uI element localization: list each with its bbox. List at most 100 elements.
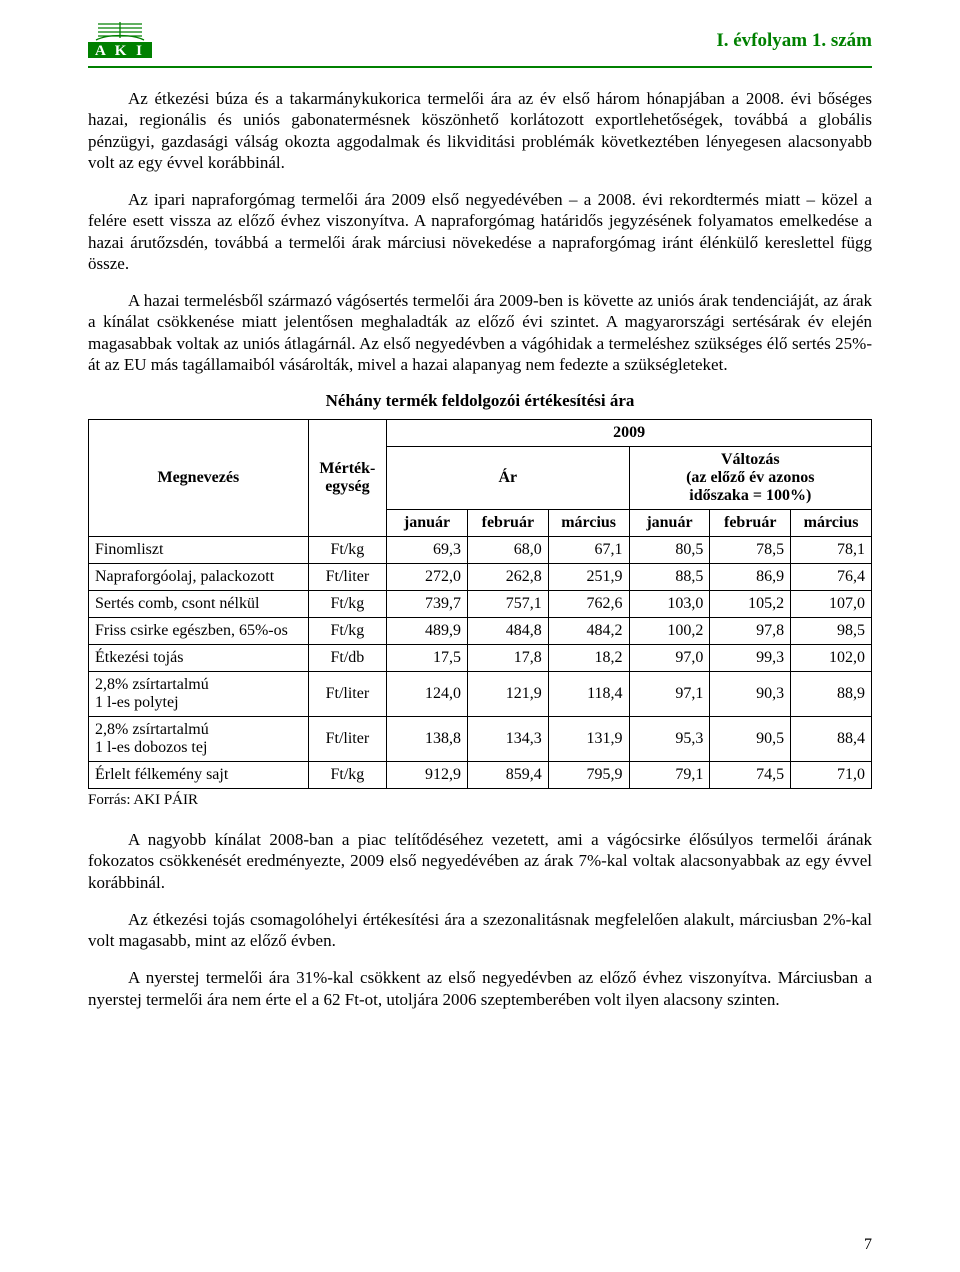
row-value: 71,0 [791,762,872,789]
th-price-feb: február [467,510,548,537]
row-value: 67,1 [548,537,629,564]
row-name: Étkezési tojás [89,645,309,672]
row-value: 262,8 [467,564,548,591]
row-value: 17,8 [467,645,548,672]
row-value: 795,9 [548,762,629,789]
row-unit: Ft/kg [308,537,386,564]
row-value: 484,2 [548,618,629,645]
row-value: 251,9 [548,564,629,591]
row-value: 762,6 [548,591,629,618]
row-unit: Ft/kg [308,618,386,645]
logo-text: A K I [95,43,145,58]
table-row: Napraforgóolaj, palackozottFt/liter272,0… [89,564,872,591]
row-value: 88,4 [791,717,872,762]
row-name: Érlelt félkemény sajt [89,762,309,789]
row-value: 18,2 [548,645,629,672]
row-unit: Ft/kg [308,591,386,618]
paragraph-1: Az étkezési búza és a takarmánykukorica … [88,88,872,173]
table-row: 2,8% zsírtartalmú 1 l-es polytejFt/liter… [89,672,872,717]
row-value: 88,5 [629,564,710,591]
paragraph-2: Az ipari napraforgómag termelői ára 2009… [88,189,872,274]
row-value: 74,5 [710,762,791,789]
th-change: Változás (az előző év azonos időszaka = … [629,447,871,510]
table-row: FinomlisztFt/kg69,368,067,180,578,578,1 [89,537,872,564]
row-unit: Ft/db [308,645,386,672]
table-row: Friss csirke egészben, 65%-osFt/kg489,94… [89,618,872,645]
row-value: 17,5 [387,645,468,672]
table-row: Étkezési tojásFt/db17,517,818,297,099,31… [89,645,872,672]
paragraph-5: Az étkezési tojás csomagolóhelyi értékes… [88,909,872,952]
th-name: Megnevezés [89,420,309,537]
row-value: 138,8 [387,717,468,762]
row-name: 2,8% zsírtartalmú 1 l-es polytej [89,672,309,717]
row-value: 97,1 [629,672,710,717]
row-value: 100,2 [629,618,710,645]
th-change-feb: február [710,510,791,537]
row-value: 68,0 [467,537,548,564]
page-header-title: I. évfolyam 1. szám [716,30,872,52]
row-value: 78,5 [710,537,791,564]
row-unit: Ft/liter [308,564,386,591]
row-value: 86,9 [710,564,791,591]
row-value: 90,5 [710,717,791,762]
th-change-mar: március [791,510,872,537]
table-row: Érlelt félkemény sajtFt/kg912,9859,4795,… [89,762,872,789]
row-value: 134,3 [467,717,548,762]
paragraph-6: A nyerstej termelői ára 31%-kal csökkent… [88,967,872,1010]
row-value: 88,9 [791,672,872,717]
row-value: 102,0 [791,645,872,672]
row-value: 90,3 [710,672,791,717]
page: A K I I. évfolyam 1. szám Az étkezési bú… [0,0,960,1272]
row-name: Sertés comb, csont nélkül [89,591,309,618]
row-value: 107,0 [791,591,872,618]
row-value: 99,3 [710,645,791,672]
table-header-row-1: Megnevezés Mérték-egység 2009 [89,420,872,447]
table-title: Néhány termék feldolgozói értékesítési á… [88,391,872,411]
row-name: Friss csirke egészben, 65%-os [89,618,309,645]
table-row: Sertés comb, csont nélkülFt/kg739,7757,1… [89,591,872,618]
row-value: 97,0 [629,645,710,672]
row-value: 124,0 [387,672,468,717]
row-value: 103,0 [629,591,710,618]
row-value: 79,1 [629,762,710,789]
row-value: 105,2 [710,591,791,618]
table-row: 2,8% zsírtartalmú 1 l-es dobozos tejFt/l… [89,717,872,762]
row-value: 739,7 [387,591,468,618]
row-name: Finomliszt [89,537,309,564]
page-number: 7 [864,1236,872,1254]
row-value: 95,3 [629,717,710,762]
row-value: 97,8 [710,618,791,645]
row-value: 131,9 [548,717,629,762]
row-value: 859,4 [467,762,548,789]
header-bar: A K I I. évfolyam 1. szám [88,20,872,62]
row-value: 757,1 [467,591,548,618]
row-value: 484,8 [467,618,548,645]
row-value: 272,0 [387,564,468,591]
row-unit: Ft/liter [308,672,386,717]
row-unit: Ft/kg [308,762,386,789]
aki-logo: A K I [88,20,152,58]
row-value: 76,4 [791,564,872,591]
th-price: Ár [387,447,629,510]
row-name: Napraforgóolaj, palackozott [89,564,309,591]
th-price-jan: január [387,510,468,537]
row-value: 121,9 [467,672,548,717]
row-value: 80,5 [629,537,710,564]
row-unit: Ft/liter [308,717,386,762]
paragraph-4: A nagyobb kínálat 2008-ban a piac telítő… [88,829,872,893]
th-year: 2009 [387,420,872,447]
paragraph-3: A hazai termelésből származó vágósertés … [88,290,872,375]
row-value: 489,9 [387,618,468,645]
table-source: Forrás: AKI PÁIR [88,792,872,809]
row-value: 912,9 [387,762,468,789]
th-price-mar: március [548,510,629,537]
th-unit: Mérték-egység [308,420,386,537]
price-table: Megnevezés Mérték-egység 2009 Ár Változá… [88,419,872,789]
row-value: 69,3 [387,537,468,564]
row-value: 78,1 [791,537,872,564]
row-value: 118,4 [548,672,629,717]
header-divider [88,66,872,68]
th-change-jan: január [629,510,710,537]
row-name: 2,8% zsírtartalmú 1 l-es dobozos tej [89,717,309,762]
row-value: 98,5 [791,618,872,645]
